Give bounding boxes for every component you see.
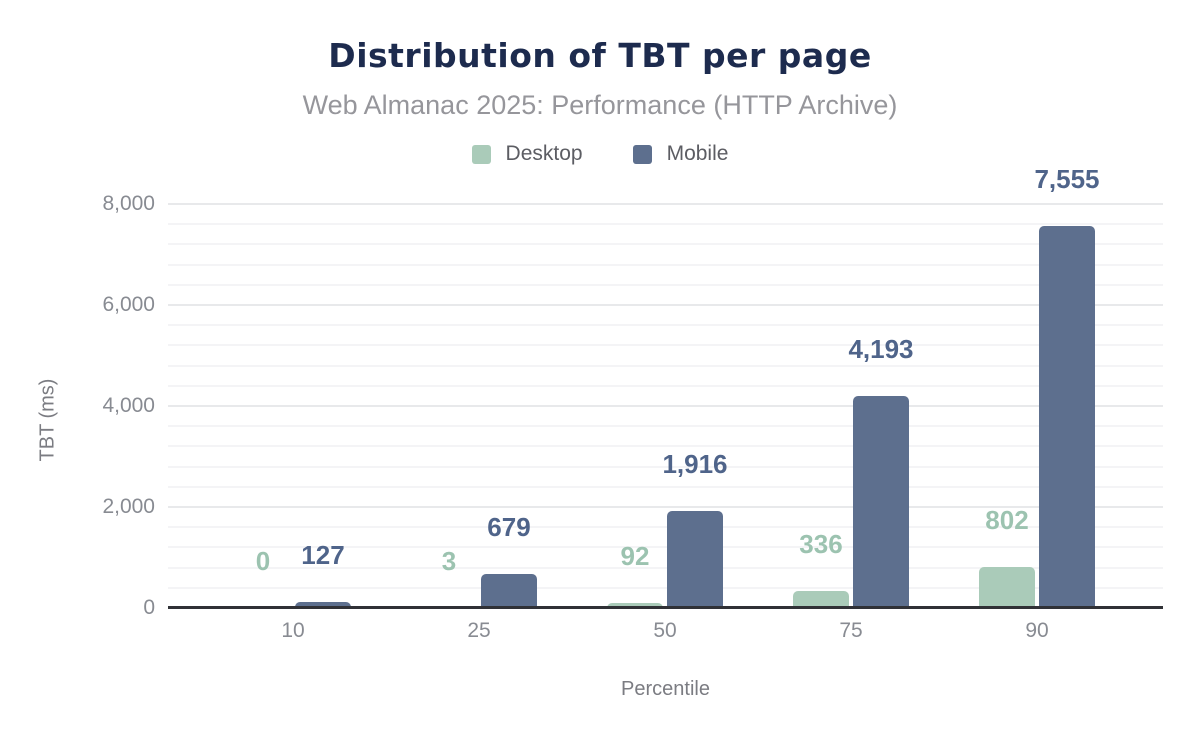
y-tick-label: 2,000 — [102, 495, 155, 518]
minor-gridline — [168, 526, 1163, 529]
major-gridline — [168, 203, 1163, 205]
major-gridline — [168, 506, 1163, 508]
x-axis-title: Percentile — [621, 678, 710, 700]
x-tick-label: 25 — [467, 619, 491, 642]
minor-gridline — [168, 485, 1163, 488]
minor-gridline — [168, 384, 1163, 387]
chart-subtitle: Web Almanac 2025: Performance (HTTP Arch… — [302, 90, 898, 120]
mobile-bar — [853, 396, 909, 608]
desktop-value-label: 0 — [255, 546, 271, 576]
y-tick-label: 8,000 — [102, 192, 155, 215]
mobile-value-label: 679 — [487, 511, 531, 542]
desktop-value-label: 336 — [799, 529, 843, 560]
legend-item-mobile: Mobile — [632, 142, 729, 166]
desktop-value-label: 802 — [985, 505, 1029, 536]
minor-gridline — [168, 263, 1163, 266]
legend-item-desktop: Desktop — [471, 142, 583, 166]
y-tick-label: 6,000 — [102, 293, 155, 316]
minor-gridline — [168, 465, 1163, 468]
minor-gridline — [168, 243, 1163, 246]
y-tick-label: 4,000 — [102, 394, 155, 417]
major-gridline — [168, 304, 1163, 306]
desktop-bar — [607, 603, 663, 608]
mobile-value-label: 4,193 — [848, 334, 914, 365]
desktop-legend-swatch — [471, 144, 491, 164]
mobile-value-label: 7,555 — [1034, 164, 1100, 195]
minor-gridline — [168, 425, 1163, 428]
x-axis-line — [168, 606, 1163, 609]
minor-gridline — [168, 283, 1163, 286]
mobile-bar — [1039, 226, 1095, 608]
x-tick-label: 10 — [281, 619, 305, 642]
desktop-bar — [979, 567, 1035, 608]
y-axis-title: TBT (ms) — [36, 378, 59, 462]
desktop-value-label: 3 — [441, 545, 457, 576]
desktop-bar — [793, 591, 849, 608]
minor-gridline — [168, 566, 1163, 569]
mobile-bar — [295, 601, 351, 608]
minor-gridline — [168, 586, 1163, 589]
major-gridline — [168, 405, 1163, 407]
mobile-legend-swatch — [632, 144, 652, 164]
x-tick-label: 75 — [839, 619, 863, 642]
minor-gridline — [168, 324, 1163, 327]
minor-gridline — [168, 344, 1163, 347]
mobile-value-label: 127 — [301, 539, 345, 570]
chart-title: Distribution of TBT per page — [328, 36, 872, 75]
mobile-bar — [481, 573, 537, 608]
y-tick-label: 0 — [143, 596, 155, 619]
x-tick-label: 50 — [653, 619, 677, 642]
mobile-value-label: 1,916 — [662, 449, 728, 480]
mobile-bar — [667, 511, 723, 608]
legend: Desktop Mobile — [0, 142, 1200, 166]
mobile-legend-label: Mobile — [666, 142, 729, 165]
desktop-legend-label: Desktop — [505, 142, 583, 165]
minor-gridline — [168, 546, 1163, 549]
x-tick-label: 90 — [1025, 619, 1049, 642]
plot-area: 10 25 50 75 90 0 3 92 336 802 127 679 1,916 4,193 7,55… — [168, 166, 1163, 642]
minor-gridline — [168, 223, 1163, 226]
minor-gridline — [168, 445, 1163, 448]
desktop-value-label: 92 — [620, 541, 650, 572]
minor-gridline — [168, 364, 1163, 367]
